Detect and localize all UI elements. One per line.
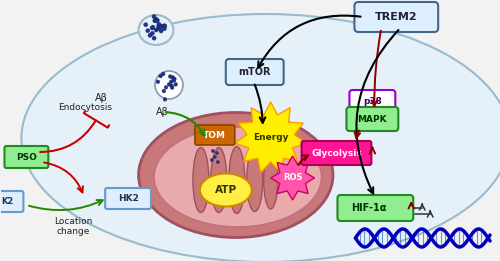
Circle shape — [160, 24, 163, 28]
Circle shape — [156, 25, 160, 29]
Text: HIF-1α: HIF-1α — [350, 203, 386, 213]
Circle shape — [167, 82, 171, 86]
Circle shape — [150, 26, 154, 30]
Text: Aβ: Aβ — [94, 93, 108, 103]
Text: ROS: ROS — [283, 174, 302, 182]
Ellipse shape — [193, 147, 209, 212]
FancyBboxPatch shape — [4, 146, 49, 168]
Circle shape — [153, 19, 157, 23]
FancyBboxPatch shape — [195, 125, 235, 145]
Polygon shape — [235, 102, 306, 173]
Circle shape — [216, 151, 218, 155]
Text: Energy: Energy — [253, 133, 288, 143]
Circle shape — [216, 161, 220, 163]
Ellipse shape — [138, 112, 333, 238]
Ellipse shape — [211, 147, 227, 212]
Circle shape — [157, 22, 161, 26]
Circle shape — [171, 75, 174, 79]
Text: p38: p38 — [363, 98, 382, 106]
FancyBboxPatch shape — [338, 195, 413, 221]
Circle shape — [150, 31, 154, 35]
Circle shape — [168, 75, 172, 78]
Ellipse shape — [264, 151, 278, 209]
Text: ATP: ATP — [214, 185, 237, 195]
Polygon shape — [270, 156, 314, 200]
Circle shape — [162, 89, 166, 93]
Text: HK2: HK2 — [118, 194, 139, 203]
Circle shape — [156, 18, 160, 22]
Circle shape — [146, 29, 150, 33]
Text: MAPK: MAPK — [358, 115, 387, 123]
Text: Aβ: Aβ — [156, 107, 168, 117]
Text: Glycolysis: Glycolysis — [311, 149, 362, 157]
Text: TOM: TOM — [204, 130, 227, 139]
Ellipse shape — [154, 127, 322, 227]
Text: TREM2: TREM2 — [375, 12, 418, 22]
Text: K2: K2 — [2, 197, 14, 206]
Circle shape — [156, 80, 160, 84]
Circle shape — [172, 77, 176, 81]
Circle shape — [154, 19, 158, 23]
Circle shape — [163, 98, 167, 101]
Circle shape — [170, 86, 174, 90]
Circle shape — [172, 79, 176, 82]
Circle shape — [144, 23, 148, 27]
Circle shape — [157, 27, 161, 31]
Circle shape — [155, 71, 183, 99]
Ellipse shape — [138, 15, 173, 45]
Ellipse shape — [200, 174, 252, 206]
Circle shape — [162, 24, 166, 28]
Text: Location: Location — [54, 217, 92, 227]
Circle shape — [159, 29, 163, 33]
FancyBboxPatch shape — [350, 90, 396, 114]
Text: PSO: PSO — [16, 152, 37, 162]
Circle shape — [148, 33, 152, 37]
Circle shape — [212, 150, 214, 152]
FancyBboxPatch shape — [105, 188, 151, 209]
Circle shape — [174, 82, 178, 86]
Circle shape — [162, 72, 165, 76]
FancyBboxPatch shape — [346, 107, 399, 131]
Circle shape — [159, 74, 162, 78]
Circle shape — [158, 25, 162, 29]
FancyBboxPatch shape — [354, 2, 438, 32]
Ellipse shape — [22, 14, 500, 261]
Circle shape — [151, 25, 155, 29]
Circle shape — [154, 28, 158, 32]
FancyBboxPatch shape — [302, 141, 372, 165]
Circle shape — [154, 17, 158, 21]
Circle shape — [163, 24, 167, 28]
Circle shape — [152, 36, 156, 40]
Text: mTOR: mTOR — [238, 67, 271, 77]
Circle shape — [164, 86, 168, 89]
FancyBboxPatch shape — [0, 191, 24, 212]
Circle shape — [214, 156, 216, 158]
Text: change: change — [56, 228, 90, 236]
Ellipse shape — [229, 146, 245, 213]
Ellipse shape — [246, 149, 262, 211]
Circle shape — [210, 158, 214, 162]
Circle shape — [152, 15, 156, 19]
Circle shape — [170, 84, 173, 87]
Circle shape — [162, 27, 166, 31]
FancyBboxPatch shape — [226, 59, 283, 85]
Circle shape — [170, 80, 173, 84]
Text: Endocytosis: Endocytosis — [58, 104, 112, 112]
